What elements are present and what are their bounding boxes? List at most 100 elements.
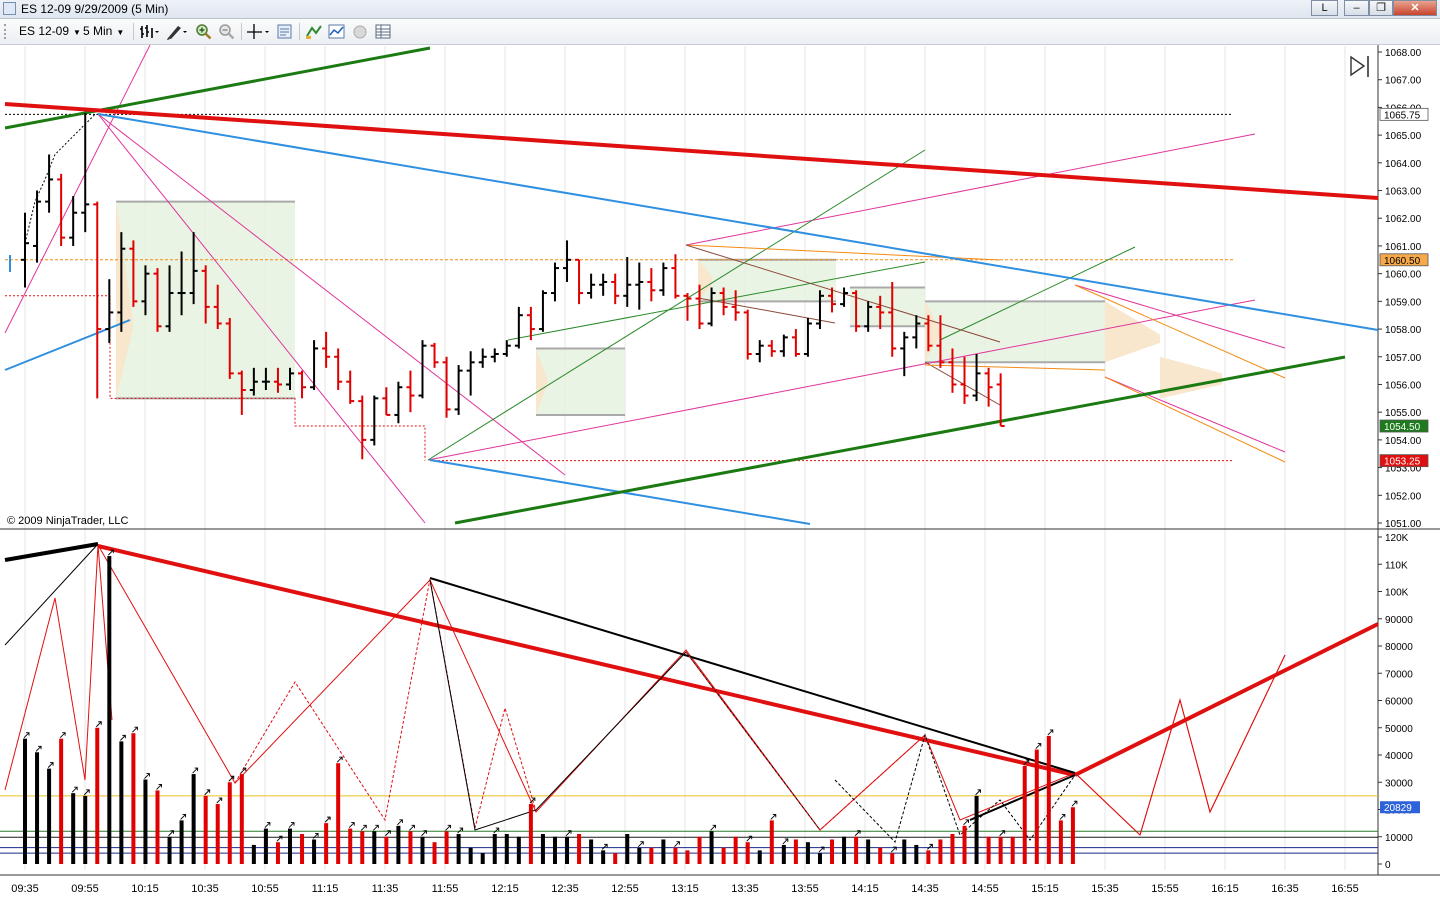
volume-bar [227, 782, 232, 864]
scroll-to-end-icon[interactable] [1350, 55, 1369, 77]
link-button[interactable]: L [1311, 0, 1338, 16]
price-bar [755, 340, 764, 363]
volume-bar [107, 556, 112, 864]
volume-tick-label: 60000 [1385, 697, 1413, 708]
data-box-icon[interactable] [373, 22, 393, 41]
x-tick-label: 14:35 [911, 883, 939, 895]
x-tick-label: 16:35 [1271, 883, 1299, 895]
price-bar [406, 370, 415, 413]
volume-bar [1010, 836, 1015, 864]
volume-arrow-icon [1023, 759, 1030, 766]
volume-bar [432, 842, 437, 864]
price-bar [117, 232, 126, 332]
interval-label: 5 Min [83, 24, 113, 38]
price-bar [129, 240, 138, 307]
volume-tick-label: 80000 [1385, 642, 1413, 653]
strategies-icon[interactable] [304, 22, 324, 41]
price-bar [213, 284, 222, 330]
volume-arrow-icon [385, 830, 391, 837]
toolbar-grip-icon[interactable] [4, 24, 8, 39]
volume-arrow-icon [890, 846, 897, 853]
price-tick-label: 1052.00 [1385, 491, 1422, 502]
volume-bar [878, 847, 883, 864]
minimize-button[interactable]: ‒ [1344, 0, 1369, 16]
volume-marker [1380, 801, 1420, 814]
volume-arrow-icon [83, 789, 90, 796]
price-bar [285, 367, 294, 391]
crosshair-icon[interactable] [245, 22, 271, 41]
volume-bar [697, 836, 702, 864]
volume-bar [589, 839, 594, 864]
price-tick-label: 1068.00 [1385, 48, 1422, 59]
instrument-selector[interactable]: ES 12-09 ▼ [19, 23, 81, 40]
volume-arrow-icon [421, 830, 427, 837]
price-bar [599, 273, 608, 296]
x-tick-label: 12:15 [491, 883, 519, 895]
price-bar [514, 306, 523, 349]
price-bar [237, 370, 246, 415]
volume-tick-label: 40000 [1385, 751, 1413, 762]
indicators-icon[interactable] [327, 22, 347, 41]
volume-bar [540, 834, 545, 864]
volume-arrow-icon [565, 830, 572, 837]
volume-arrow-icon [372, 824, 379, 831]
volume-bar [143, 779, 148, 864]
x-tick-label: 14:55 [971, 883, 999, 895]
blue-trendline [97, 113, 1379, 331]
volume-bar [1046, 735, 1051, 864]
drawing-tools-icon[interactable] [165, 22, 189, 41]
price-tick-label: 1064.00 [1385, 159, 1422, 170]
volume-bar [902, 839, 907, 864]
volume-bar [1058, 820, 1063, 864]
price-bar [466, 351, 475, 396]
volume-bar [998, 836, 1003, 864]
volume-bar [408, 831, 413, 864]
price-bar [153, 268, 162, 332]
volume-arrow-icon [47, 762, 54, 768]
volume-zigzag [1074, 654, 1286, 836]
price-bar [900, 331, 909, 377]
zoom-out-icon[interactable] [217, 22, 237, 41]
volume-arrow-icon [999, 830, 1006, 837]
price-tick-label: 1063.00 [1385, 187, 1422, 198]
volume-bar [1070, 807, 1075, 864]
price-bar [382, 387, 391, 416]
bar-style-icon[interactable] [138, 22, 160, 41]
zoom-in-icon[interactable] [194, 22, 214, 41]
price-bar [719, 287, 728, 316]
volume-marker-label: 20829 [1384, 803, 1412, 814]
price-tick-label: 1051.00 [1385, 519, 1422, 530]
volume-arrow-icon [228, 775, 235, 782]
price-tick-label: 1067.00 [1385, 76, 1422, 87]
volume-zigzag [4, 543, 99, 646]
volume-arrow-icon [156, 783, 162, 790]
volume-bar [962, 825, 967, 864]
volume-zigzag [834, 733, 1076, 843]
volume-bar [890, 853, 895, 864]
x-tick-label: 10:15 [131, 883, 159, 895]
volume-arrow-icon [493, 827, 500, 834]
price-bar [563, 240, 572, 282]
price-bar [298, 370, 307, 399]
volume-arrow-icon [59, 732, 66, 738]
price-bar [45, 154, 54, 213]
interval-selector[interactable]: 5 Min ▼ [83, 23, 124, 40]
chart-area[interactable]: 09:35 09:55 10:15 10:35 10:55 11:15 11:35 11:55… [0, 45, 1440, 900]
volume-arrow-icon [637, 841, 644, 847]
price-bar [442, 356, 451, 418]
maximize-button[interactable]: ❐ [1369, 0, 1393, 16]
volume-arrow-icon [180, 813, 187, 820]
price-bar [575, 258, 584, 305]
x-tick-label: 15:15 [1031, 883, 1059, 895]
volume-bar [324, 823, 329, 864]
volume-zigzag [234, 578, 537, 829]
price-bar [177, 251, 186, 316]
price-bar [924, 315, 933, 352]
x-tick-label: 13:35 [731, 883, 759, 895]
volume-bar [360, 831, 365, 864]
close-button[interactable]: ✕ [1393, 0, 1437, 16]
properties-icon[interactable] [275, 22, 295, 41]
volume-trend-red [1074, 622, 1379, 777]
record-icon[interactable] [350, 22, 370, 41]
price-bar [803, 317, 812, 357]
